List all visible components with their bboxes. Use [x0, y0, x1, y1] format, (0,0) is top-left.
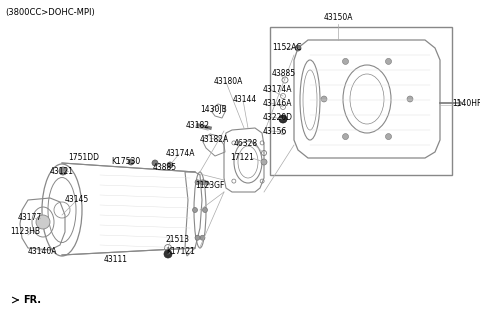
Text: 43140A: 43140A	[28, 248, 58, 256]
Circle shape	[205, 181, 209, 185]
Text: 43150A: 43150A	[323, 13, 353, 23]
Text: (3800CC>DOHC-MPI): (3800CC>DOHC-MPI)	[5, 8, 95, 17]
Circle shape	[195, 235, 200, 240]
Circle shape	[385, 58, 392, 64]
Text: 43182A: 43182A	[200, 136, 229, 145]
Circle shape	[385, 134, 392, 140]
Text: 43111: 43111	[104, 256, 128, 264]
Circle shape	[343, 58, 348, 64]
Circle shape	[407, 96, 413, 102]
Text: K17530: K17530	[111, 157, 140, 166]
Text: 1123HB: 1123HB	[10, 227, 40, 236]
Text: 43156: 43156	[263, 127, 287, 136]
Text: K17121: K17121	[166, 248, 195, 256]
Text: 21513: 21513	[166, 235, 190, 244]
Circle shape	[343, 134, 348, 140]
Circle shape	[128, 159, 134, 165]
Text: 43145: 43145	[65, 196, 89, 204]
Circle shape	[200, 180, 205, 185]
Text: 43144: 43144	[233, 95, 257, 105]
Circle shape	[261, 159, 267, 165]
Text: 1140HR: 1140HR	[452, 99, 480, 108]
Circle shape	[59, 167, 67, 175]
Text: 43220D: 43220D	[263, 113, 293, 122]
Text: 43180A: 43180A	[214, 78, 243, 86]
Text: FR.: FR.	[23, 295, 41, 305]
Text: 1123GF: 1123GF	[195, 181, 224, 189]
Circle shape	[200, 235, 205, 240]
Text: 43121: 43121	[50, 167, 74, 175]
Circle shape	[164, 250, 172, 258]
Text: 1152AC: 1152AC	[272, 43, 301, 53]
Bar	[270, 27, 452, 175]
Circle shape	[321, 96, 327, 102]
Text: 43174A: 43174A	[166, 150, 195, 159]
Text: 43177: 43177	[18, 213, 42, 222]
Text: 17121: 17121	[230, 153, 254, 162]
Text: 43146A: 43146A	[263, 99, 292, 108]
Text: 1751DD: 1751DD	[68, 153, 99, 162]
Circle shape	[192, 207, 197, 212]
Text: 43182: 43182	[186, 122, 210, 130]
Text: 43174A: 43174A	[263, 85, 292, 94]
Text: 43885: 43885	[272, 70, 296, 78]
Text: 43885: 43885	[153, 162, 177, 172]
Circle shape	[279, 115, 287, 123]
Text: 1430JB: 1430JB	[200, 106, 227, 115]
Circle shape	[195, 180, 200, 185]
Text: 46328: 46328	[234, 138, 258, 147]
Circle shape	[36, 215, 50, 229]
Circle shape	[295, 45, 301, 51]
Circle shape	[203, 207, 207, 212]
Circle shape	[152, 160, 158, 166]
Circle shape	[167, 162, 173, 168]
